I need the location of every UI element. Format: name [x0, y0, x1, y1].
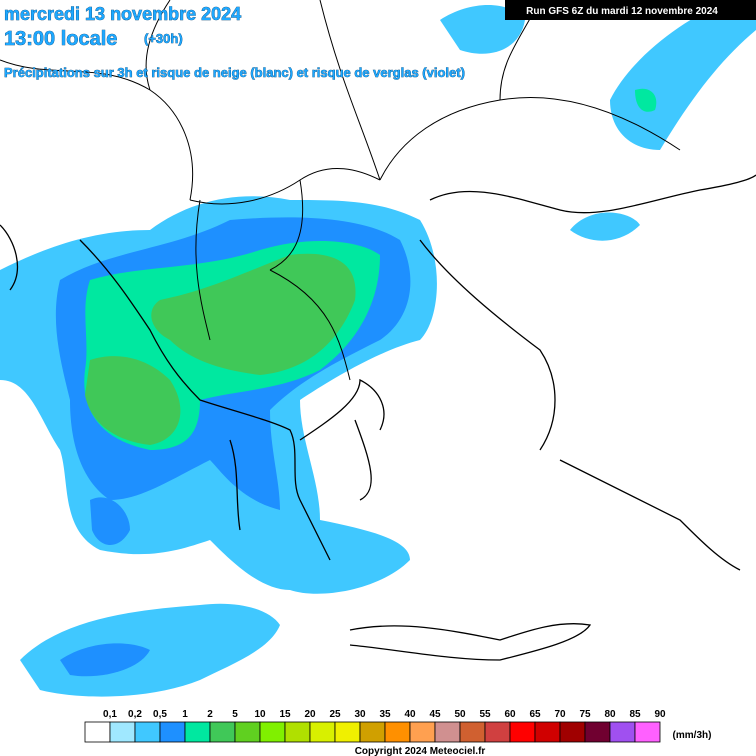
legend-label: 1: [182, 709, 188, 720]
legend-label: 70: [554, 709, 566, 720]
precip-area: [85, 253, 356, 445]
border: [0, 0, 681, 381]
legend-label: 0,1: [103, 709, 117, 720]
legend: 0,1 0,2 0,5 1 2 5 10 15 20 25 30 35 40 45 50 55 60 65 70 75…: [84, 709, 666, 743]
precip-area: [60, 643, 150, 677]
legend-label: 20: [304, 709, 316, 720]
legend-swatch: [484, 721, 511, 743]
legend-swatch: [259, 721, 286, 743]
legend-swatch: [309, 721, 336, 743]
legend-swatch: [584, 721, 611, 743]
precipitation: [0, 0, 756, 697]
legend-swatch: [109, 721, 136, 743]
legend-swatch: [234, 721, 261, 743]
legend-label: 35: [379, 709, 391, 720]
legend-unit: (mm/3h): [673, 730, 712, 741]
legend-swatch: [184, 721, 211, 743]
legend-swatch: [84, 721, 111, 743]
subtitle: Précipitations sur 3h et risque de neige…: [4, 65, 465, 80]
legend-label: 25: [329, 709, 341, 720]
legend-label: 15: [279, 709, 291, 720]
legend-label: 30: [354, 709, 366, 720]
copyright: Copyright 2024 Meteociel.fr: [355, 746, 486, 756]
legend-label: 55: [479, 709, 491, 720]
legend-label: 40: [404, 709, 416, 720]
legend-swatch: [459, 721, 486, 743]
legend-swatch: [134, 721, 161, 743]
legend-label: 0,2: [128, 709, 142, 720]
legend-label: 0,5: [153, 709, 167, 720]
legend-label: 65: [529, 709, 541, 720]
legend-label: 5: [232, 709, 238, 720]
legend-label: 80: [604, 709, 616, 720]
legend-swatch: [159, 721, 186, 743]
legend-label: 75: [579, 709, 591, 720]
precip-area: [635, 88, 657, 112]
run-box: [505, 0, 756, 20]
legend-label: 50: [454, 709, 466, 720]
legend-label: 60: [504, 709, 516, 720]
legend-label: 45: [429, 709, 441, 720]
legend-swatch: [209, 721, 236, 743]
legend-swatch: [334, 721, 361, 743]
offset: (+30h): [144, 31, 183, 46]
legend-swatch: [634, 721, 661, 743]
precip-area: [90, 497, 130, 545]
date: mercredi 13 novembre 2024: [4, 4, 241, 24]
legend-swatch: [509, 721, 536, 743]
precip-area: [440, 0, 756, 241]
coastlines: [0, 0, 756, 661]
legend-label: 2: [207, 709, 213, 720]
legend-swatch: [609, 721, 636, 743]
time: 13:00 locale: [4, 28, 117, 50]
legend-swatch: [534, 721, 561, 743]
legend-swatch: [284, 721, 311, 743]
legend-swatch: [359, 721, 386, 743]
legend-swatch: [409, 721, 436, 743]
precip-area: [20, 603, 280, 697]
legend-label: 10: [254, 709, 266, 720]
legend-swatch: [434, 721, 461, 743]
legend-swatch: [384, 721, 411, 743]
legend-swatch: [559, 721, 586, 743]
run-info: Run GFS 6Z du mardi 12 novembre 2024: [526, 6, 718, 17]
legend-label: 85: [629, 709, 641, 720]
legend-label: 90: [654, 709, 666, 720]
coastline: [0, 174, 756, 661]
